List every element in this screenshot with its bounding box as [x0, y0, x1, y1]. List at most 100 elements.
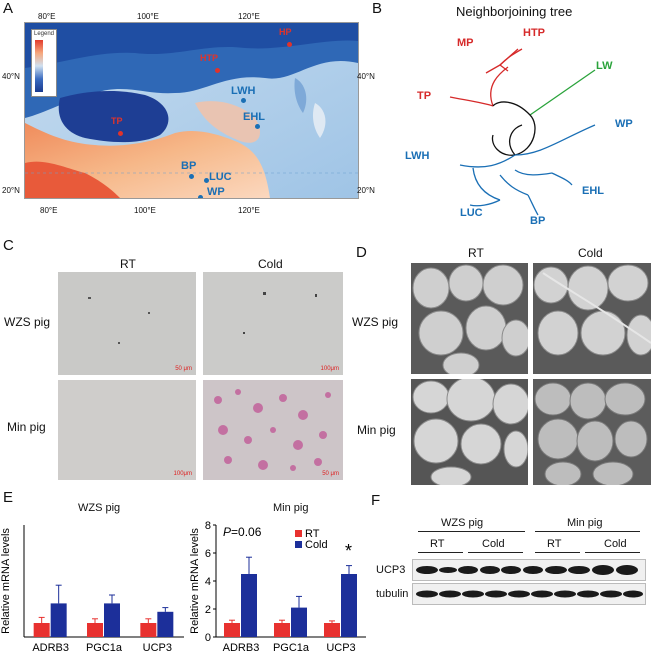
- site-label: TP: [111, 116, 123, 126]
- map-top-tick: 80°E: [38, 12, 56, 21]
- histology-image: 50 μm: [203, 380, 343, 480]
- min-bar-chart: Relative mRNA levels 0 2 4 6 8 ADRB3 PGC1a UCP3 R…: [190, 520, 366, 654]
- histology-image: 50 μm: [58, 272, 196, 375]
- sem-row-label: WZS pig: [352, 315, 399, 329]
- tree-leaf-label: LW: [596, 60, 613, 72]
- site-marker: [255, 124, 260, 129]
- site-marker: [198, 195, 203, 198]
- p-value-symbol: P: [223, 525, 231, 539]
- y-axis-label: Relative mRNA levels: [0, 528, 12, 634]
- p-value-number: =0.06: [231, 525, 262, 539]
- blot-subgroup-label: Cold: [482, 538, 505, 550]
- site-marker: [204, 178, 209, 183]
- legend-swatch-cold: [295, 541, 302, 548]
- site-marker: [241, 98, 246, 103]
- tree-leaf-label: BP: [530, 215, 546, 227]
- blot-group-line: [418, 531, 525, 532]
- y-tick-label: 8: [205, 520, 211, 532]
- map-bottom-tick: 100°E: [134, 206, 156, 215]
- tree-leaf-label: HTP: [523, 27, 545, 39]
- bar: [87, 623, 103, 637]
- blot-subgroup-label: RT: [547, 538, 562, 550]
- bar: [157, 611, 174, 637]
- y-tick-label: 4: [205, 576, 211, 588]
- tree-leaf-label: LWH: [405, 150, 430, 162]
- histology-col-label: Cold: [258, 257, 283, 271]
- map-legend: Legend: [31, 29, 57, 97]
- bar: [241, 574, 257, 637]
- blot-subgroup-label: Cold: [604, 538, 627, 550]
- site-label: WP: [207, 186, 225, 198]
- tree-leaf-label: LUC: [460, 207, 483, 219]
- legend-label-cold: Cold: [305, 539, 328, 551]
- blot-row-label: tubulin: [376, 588, 409, 600]
- x-tick-label: UCP3: [143, 642, 172, 654]
- histology-row-label: WZS pig: [4, 315, 51, 329]
- map-bottom-tick: 80°E: [40, 206, 58, 215]
- site-label: BP: [181, 160, 197, 172]
- bar: [291, 607, 307, 637]
- histology-image: 100μm: [58, 380, 196, 480]
- map-bottom-tick: 120°E: [238, 206, 260, 215]
- sem-image: [533, 379, 651, 485]
- blot-subgroup-line: [418, 552, 463, 553]
- sem-image: [533, 263, 651, 374]
- wzs-bar-chart: Relative mRNA levels ADRB3 PGC1a UCP3: [0, 525, 184, 654]
- site-label: HTP: [200, 53, 218, 63]
- sem-col-label: Cold: [578, 246, 603, 260]
- blot-subgroup-line: [535, 552, 580, 553]
- bar: [50, 603, 67, 637]
- panel-letter-c: C: [3, 237, 14, 254]
- tubulin-blot: [412, 583, 646, 605]
- scale-bar-label: 50 μm: [175, 366, 192, 372]
- significance-star: *: [345, 541, 352, 561]
- blot-subgroup-label: RT: [430, 538, 445, 550]
- site-label: LWH: [231, 85, 256, 97]
- blot-subgroup-line: [585, 552, 640, 553]
- bar: [104, 603, 120, 637]
- site-marker: [215, 68, 220, 73]
- tree-leaf-label: EHL: [582, 185, 604, 197]
- bar: [224, 623, 240, 637]
- histology-image: 100μm: [203, 272, 343, 375]
- sem-image: [411, 263, 528, 374]
- tree-leaf-label: WP: [615, 118, 633, 130]
- blot-subgroup-line: [468, 552, 523, 553]
- map-top-tick: 100°E: [137, 12, 159, 21]
- x-tick-label: ADRB3: [32, 642, 69, 654]
- blot-group-label: WZS pig: [441, 517, 484, 529]
- x-tick-label: PGC1a: [86, 642, 123, 654]
- site-marker: [118, 131, 123, 136]
- site-label: EHL: [243, 111, 265, 123]
- map-left-tick: 40°N: [2, 72, 20, 81]
- p-value-annotation: P=0.06: [223, 525, 262, 539]
- bar: [33, 623, 50, 637]
- panel-letter-a: A: [3, 0, 14, 17]
- map-top-tick: 120°E: [238, 12, 260, 21]
- blot-group-line: [535, 531, 640, 532]
- y-tick-label: 6: [205, 548, 211, 560]
- bar: [341, 574, 357, 637]
- map-right-tick: 20°N: [357, 186, 375, 195]
- y-tick-label: 0: [205, 632, 211, 644]
- map-legend-colorbar: [35, 40, 43, 92]
- scale-bar-label: 100μm: [173, 471, 192, 477]
- map-graphic: [25, 23, 358, 198]
- tree-title: Neighborjoining tree: [456, 4, 573, 19]
- histology-col-label: RT: [120, 257, 136, 271]
- map-panel: Legend HP HTP TP LWH EHL BP LUC WP: [24, 22, 359, 199]
- panel-letter-f: F: [371, 492, 381, 509]
- ucp3-blot: [412, 559, 646, 581]
- histology-row-label: Min pig: [7, 420, 46, 434]
- tree-leaf-label: TP: [417, 90, 432, 102]
- bar: [274, 623, 290, 637]
- sem-row-label: Min pig: [357, 423, 396, 437]
- chart-title: WZS pig: [78, 502, 121, 514]
- sem-col-label: RT: [468, 246, 484, 260]
- site-label: LUC: [209, 171, 232, 183]
- tree-graphic: [449, 48, 596, 216]
- x-tick-label: UCP3: [326, 642, 355, 654]
- map-left-tick: 20°N: [2, 186, 20, 195]
- bar: [324, 623, 340, 637]
- x-tick-label: ADRB3: [223, 642, 260, 654]
